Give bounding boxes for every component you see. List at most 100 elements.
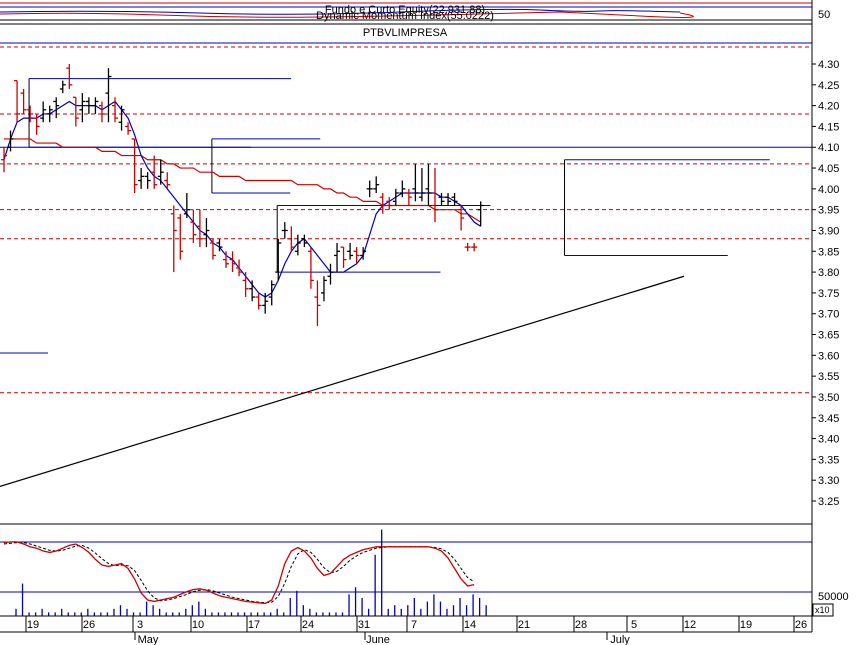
price-bar [301, 234, 308, 248]
volume-multiplier-label: x10 [815, 605, 830, 615]
y-tick-label: 3.50 [818, 392, 839, 404]
price-bar [471, 242, 478, 252]
price-bar [177, 213, 184, 260]
y-tick-label: 4.15 [818, 121, 839, 133]
price-bar [307, 247, 314, 289]
short-moving-average [3, 100, 482, 298]
price-bar [353, 247, 360, 264]
price-bar [46, 105, 53, 123]
price-bar [144, 172, 151, 189]
price-bar [314, 280, 321, 327]
price-bar [340, 246, 347, 268]
y-tick-label: 3.85 [818, 246, 839, 258]
price-bar [105, 68, 112, 123]
price-bar [262, 292, 269, 314]
price-bar [164, 172, 171, 189]
indicator-label-1: Fundo e Curto Equity(22,931.88) [325, 4, 485, 16]
x-day-label: 24 [302, 619, 314, 631]
price-bar [151, 155, 158, 189]
price-bar [131, 138, 138, 194]
price-bar [196, 209, 203, 248]
stoch-d-line [3, 542, 475, 604]
x-day-label: 3 [137, 619, 143, 631]
price-bar [229, 251, 236, 273]
price-bar [125, 122, 132, 135]
price-bar [320, 276, 327, 302]
x-day-label: 10 [192, 619, 204, 631]
indicator-strip: Fundo e Curto Equity(22,931.88) Dynamic … [0, 2, 830, 22]
price-bar [281, 222, 288, 239]
indicator-blue-curve [0, 8, 681, 15]
price-bar [92, 97, 99, 114]
x-day-label: 14 [464, 619, 476, 631]
price-bar [112, 97, 119, 123]
x-day-label: 31 [358, 619, 370, 631]
y-tick-label: 3.45 [818, 413, 839, 425]
price-bar [59, 80, 66, 94]
y-tick-label: 3.30 [818, 475, 839, 487]
y-tick-label: 3.35 [818, 454, 839, 466]
volume-scale-label: 50000 [818, 591, 849, 603]
price-bar [53, 97, 60, 119]
y-tick-label: 3.25 [818, 496, 839, 508]
volume-multiplier-box [812, 603, 834, 617]
price-bar [249, 280, 256, 302]
price-bar [438, 193, 445, 206]
price-bar [242, 272, 249, 298]
y-tick-label: 4.00 [818, 184, 839, 196]
price-bar [399, 180, 406, 198]
x-day-label: 28 [575, 619, 587, 631]
y-tick-label: 3.75 [818, 288, 839, 300]
price-bar [79, 93, 86, 123]
price-bar [425, 163, 432, 206]
price-bar [118, 105, 125, 131]
y-tick-label: 3.40 [818, 434, 839, 446]
price-bar [373, 176, 380, 194]
y-tick-label: 3.80 [818, 267, 839, 279]
price-bar [33, 113, 40, 135]
price-bar [366, 180, 373, 198]
price-bar [98, 101, 105, 123]
price-bar [255, 292, 262, 310]
y-tick-label: 3.90 [818, 225, 839, 237]
price-panel [0, 42, 812, 488]
price-bar [347, 242, 354, 260]
price-bar [66, 64, 73, 89]
price-bar [288, 226, 295, 252]
long-trend-line [0, 275, 685, 488]
price-bar [7, 130, 14, 152]
price-y-axis: 4.30 4.25 4.20 4.15 4.10 4.05 4.00 3.95 3.90 3.85… [812, 59, 839, 508]
price-bar [157, 159, 164, 185]
price-bar [20, 88, 27, 114]
chart-symbol-title: PTBVLIMPRESA [363, 27, 448, 39]
price-bar [464, 242, 471, 252]
price-bar [451, 193, 458, 206]
price-bar [477, 201, 484, 227]
y-tick-label: 4.05 [818, 163, 839, 175]
y-tick-label: 3.95 [818, 205, 839, 217]
price-bar [183, 193, 190, 218]
price-bar [236, 259, 243, 277]
price-bar [392, 188, 399, 206]
y-tick-label: 4.10 [818, 142, 839, 154]
price-bar [223, 251, 230, 268]
indicator-level-label: 50 [818, 9, 830, 21]
price-bar [40, 101, 47, 123]
price-bar [14, 79, 21, 123]
indicator-red-curve [0, 11, 694, 18]
price-bar [334, 242, 341, 273]
long-moving-average [4, 138, 482, 223]
price-bar [170, 205, 177, 273]
oscillator-panel [0, 523, 812, 617]
price-bar [275, 238, 282, 281]
price-bar [386, 197, 393, 210]
price-bar [209, 238, 216, 260]
x-month-label: May [138, 634, 159, 645]
price-bar [418, 168, 425, 202]
y-tick-label: 4.20 [818, 101, 839, 113]
x-month-label: July [610, 634, 630, 645]
y-tick-label: 3.70 [818, 309, 839, 321]
x-day-label: 19 [27, 619, 39, 631]
price-bar [327, 263, 334, 285]
price-bar [412, 163, 419, 202]
